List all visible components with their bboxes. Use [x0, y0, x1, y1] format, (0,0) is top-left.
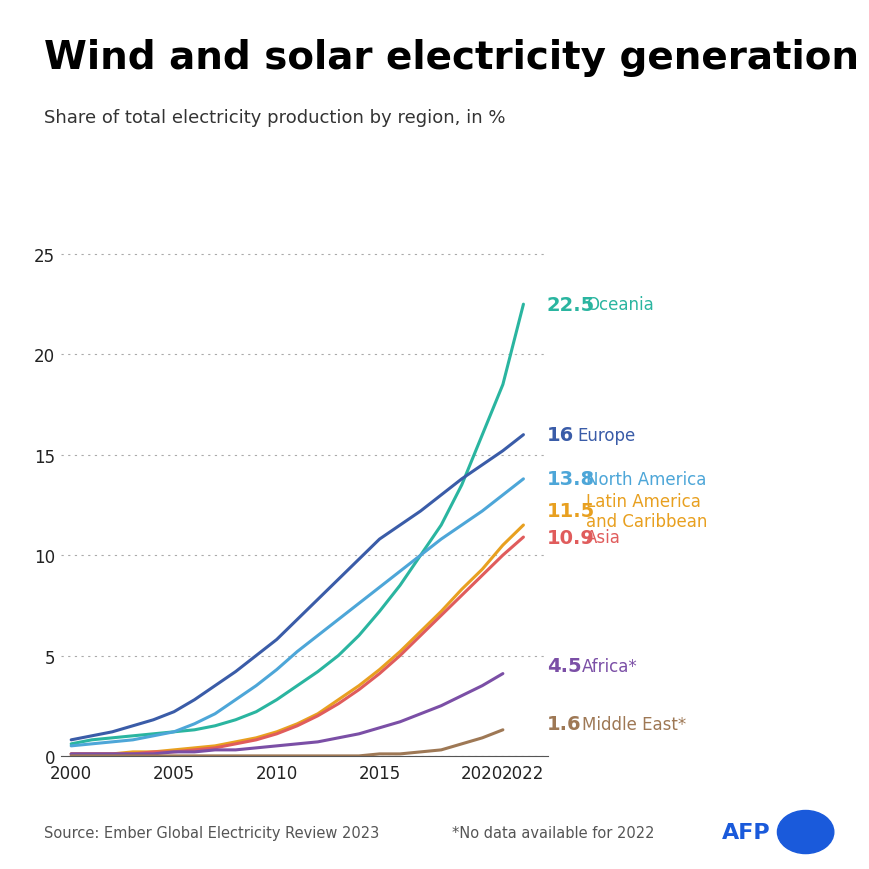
- Text: 1.6: 1.6: [547, 714, 580, 733]
- Text: AFP: AFP: [721, 822, 770, 842]
- Text: Wind and solar electricity generation: Wind and solar electricity generation: [43, 39, 858, 77]
- Text: Latin America
and Caribbean: Latin America and Caribbean: [586, 492, 706, 531]
- Text: *No data available for 2022: *No data available for 2022: [452, 825, 654, 840]
- Text: Asia: Asia: [586, 528, 620, 547]
- Text: Source: Ember Global Electricity Review 2023: Source: Ember Global Electricity Review …: [43, 825, 378, 840]
- Text: Europe: Europe: [577, 426, 635, 444]
- Text: 13.8: 13.8: [547, 470, 594, 488]
- Text: 16: 16: [547, 426, 574, 445]
- Circle shape: [777, 811, 833, 853]
- Text: Middle East*: Middle East*: [581, 715, 685, 733]
- Text: Share of total electricity production by region, in %: Share of total electricity production by…: [43, 109, 504, 127]
- Text: North America: North America: [586, 470, 706, 488]
- Text: 4.5: 4.5: [547, 656, 580, 675]
- Text: 11.5: 11.5: [547, 502, 594, 521]
- Text: Oceania: Oceania: [586, 295, 653, 314]
- Text: Africa*: Africa*: [581, 657, 637, 674]
- Text: 22.5: 22.5: [547, 295, 594, 315]
- Text: 10.9: 10.9: [547, 528, 594, 547]
